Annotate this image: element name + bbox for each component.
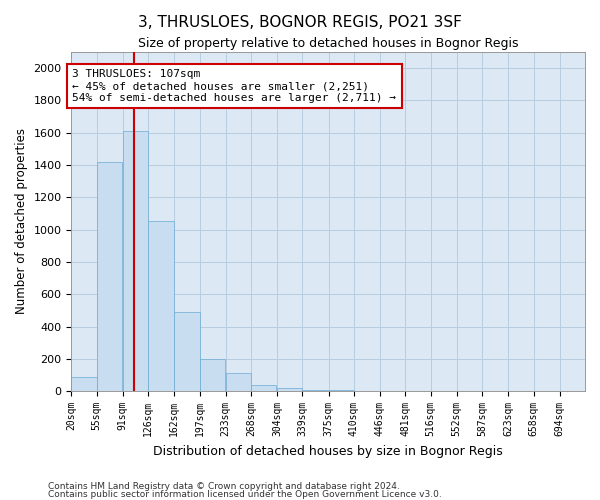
Text: 3 THRUSLOES: 107sqm
← 45% of detached houses are smaller (2,251)
54% of semi-det: 3 THRUSLOES: 107sqm ← 45% of detached ho… [72, 70, 396, 102]
Text: Contains HM Land Registry data © Crown copyright and database right 2024.: Contains HM Land Registry data © Crown c… [48, 482, 400, 491]
X-axis label: Distribution of detached houses by size in Bognor Regis: Distribution of detached houses by size … [154, 444, 503, 458]
Bar [226, 374, 251, 391]
Bar [174, 312, 200, 391]
Bar [277, 388, 302, 391]
Text: Contains public sector information licensed under the Open Government Licence v3: Contains public sector information licen… [48, 490, 442, 499]
Bar [302, 390, 328, 391]
Bar [251, 384, 277, 391]
Bar [148, 222, 173, 391]
Bar [123, 131, 148, 391]
Bar [97, 162, 122, 391]
Bar [71, 378, 97, 391]
Title: Size of property relative to detached houses in Bognor Regis: Size of property relative to detached ho… [138, 38, 518, 51]
Y-axis label: Number of detached properties: Number of detached properties [15, 128, 28, 314]
Bar [200, 359, 225, 391]
Bar [329, 390, 354, 391]
Text: 3, THRUSLOES, BOGNOR REGIS, PO21 3SF: 3, THRUSLOES, BOGNOR REGIS, PO21 3SF [138, 15, 462, 30]
